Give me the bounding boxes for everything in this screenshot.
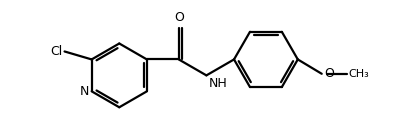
Text: O: O xyxy=(324,67,334,80)
Text: NH: NH xyxy=(209,77,228,90)
Text: Cl: Cl xyxy=(51,45,63,58)
Text: CH₃: CH₃ xyxy=(349,69,370,79)
Text: N: N xyxy=(80,85,89,98)
Text: O: O xyxy=(174,11,184,24)
